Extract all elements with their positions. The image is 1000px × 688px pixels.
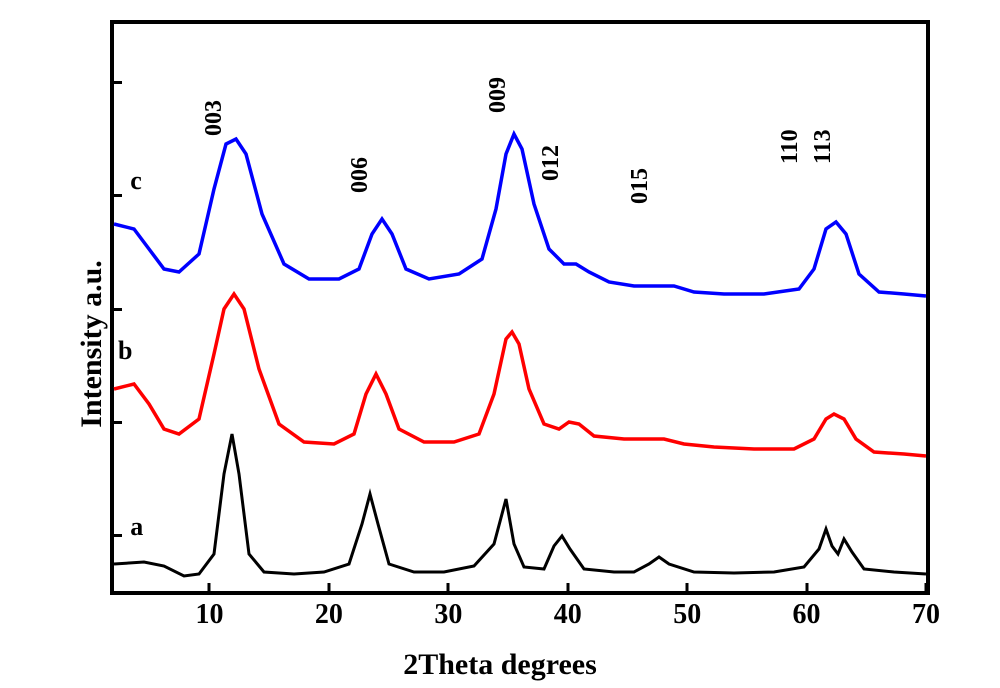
x-axis-label: 2Theta degrees [403, 648, 597, 682]
x-tick-label: 60 [793, 599, 821, 631]
chart-container: Intensity a.u. 2Theta degrees 10 20 30 4… [0, 0, 1000, 688]
x-tick-label: 40 [554, 599, 582, 631]
y-axis-label: Intensity a.u. [75, 260, 109, 428]
x-tick-label: 20 [315, 599, 343, 631]
x-tick-label: 50 [673, 599, 701, 631]
curve-c [114, 134, 926, 296]
curve-a [114, 434, 926, 576]
plot-area: 10 20 30 40 50 60 70 a b c 003 006 009 0… [110, 20, 930, 595]
x-tick-label: 30 [434, 599, 462, 631]
x-tick-label: 70 [912, 599, 940, 631]
x-tick-label: 10 [195, 599, 223, 631]
curves-svg [114, 24, 926, 591]
curve-b [114, 294, 926, 456]
